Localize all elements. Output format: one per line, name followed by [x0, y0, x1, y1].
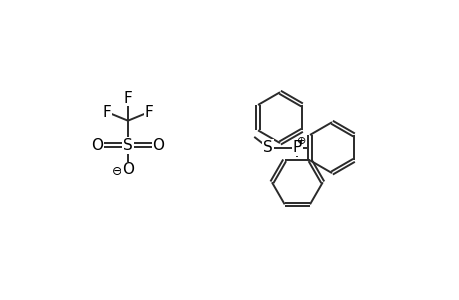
Text: O: O — [91, 138, 103, 153]
Text: O: O — [152, 138, 164, 153]
Text: S: S — [263, 140, 272, 155]
Text: F: F — [123, 91, 132, 106]
Text: P: P — [292, 140, 301, 155]
Text: S: S — [123, 138, 133, 153]
Text: ⊖: ⊖ — [112, 165, 122, 178]
Text: F: F — [144, 105, 153, 120]
Text: ⊕: ⊕ — [297, 136, 306, 146]
Text: O: O — [122, 163, 134, 178]
Text: F: F — [102, 105, 111, 120]
